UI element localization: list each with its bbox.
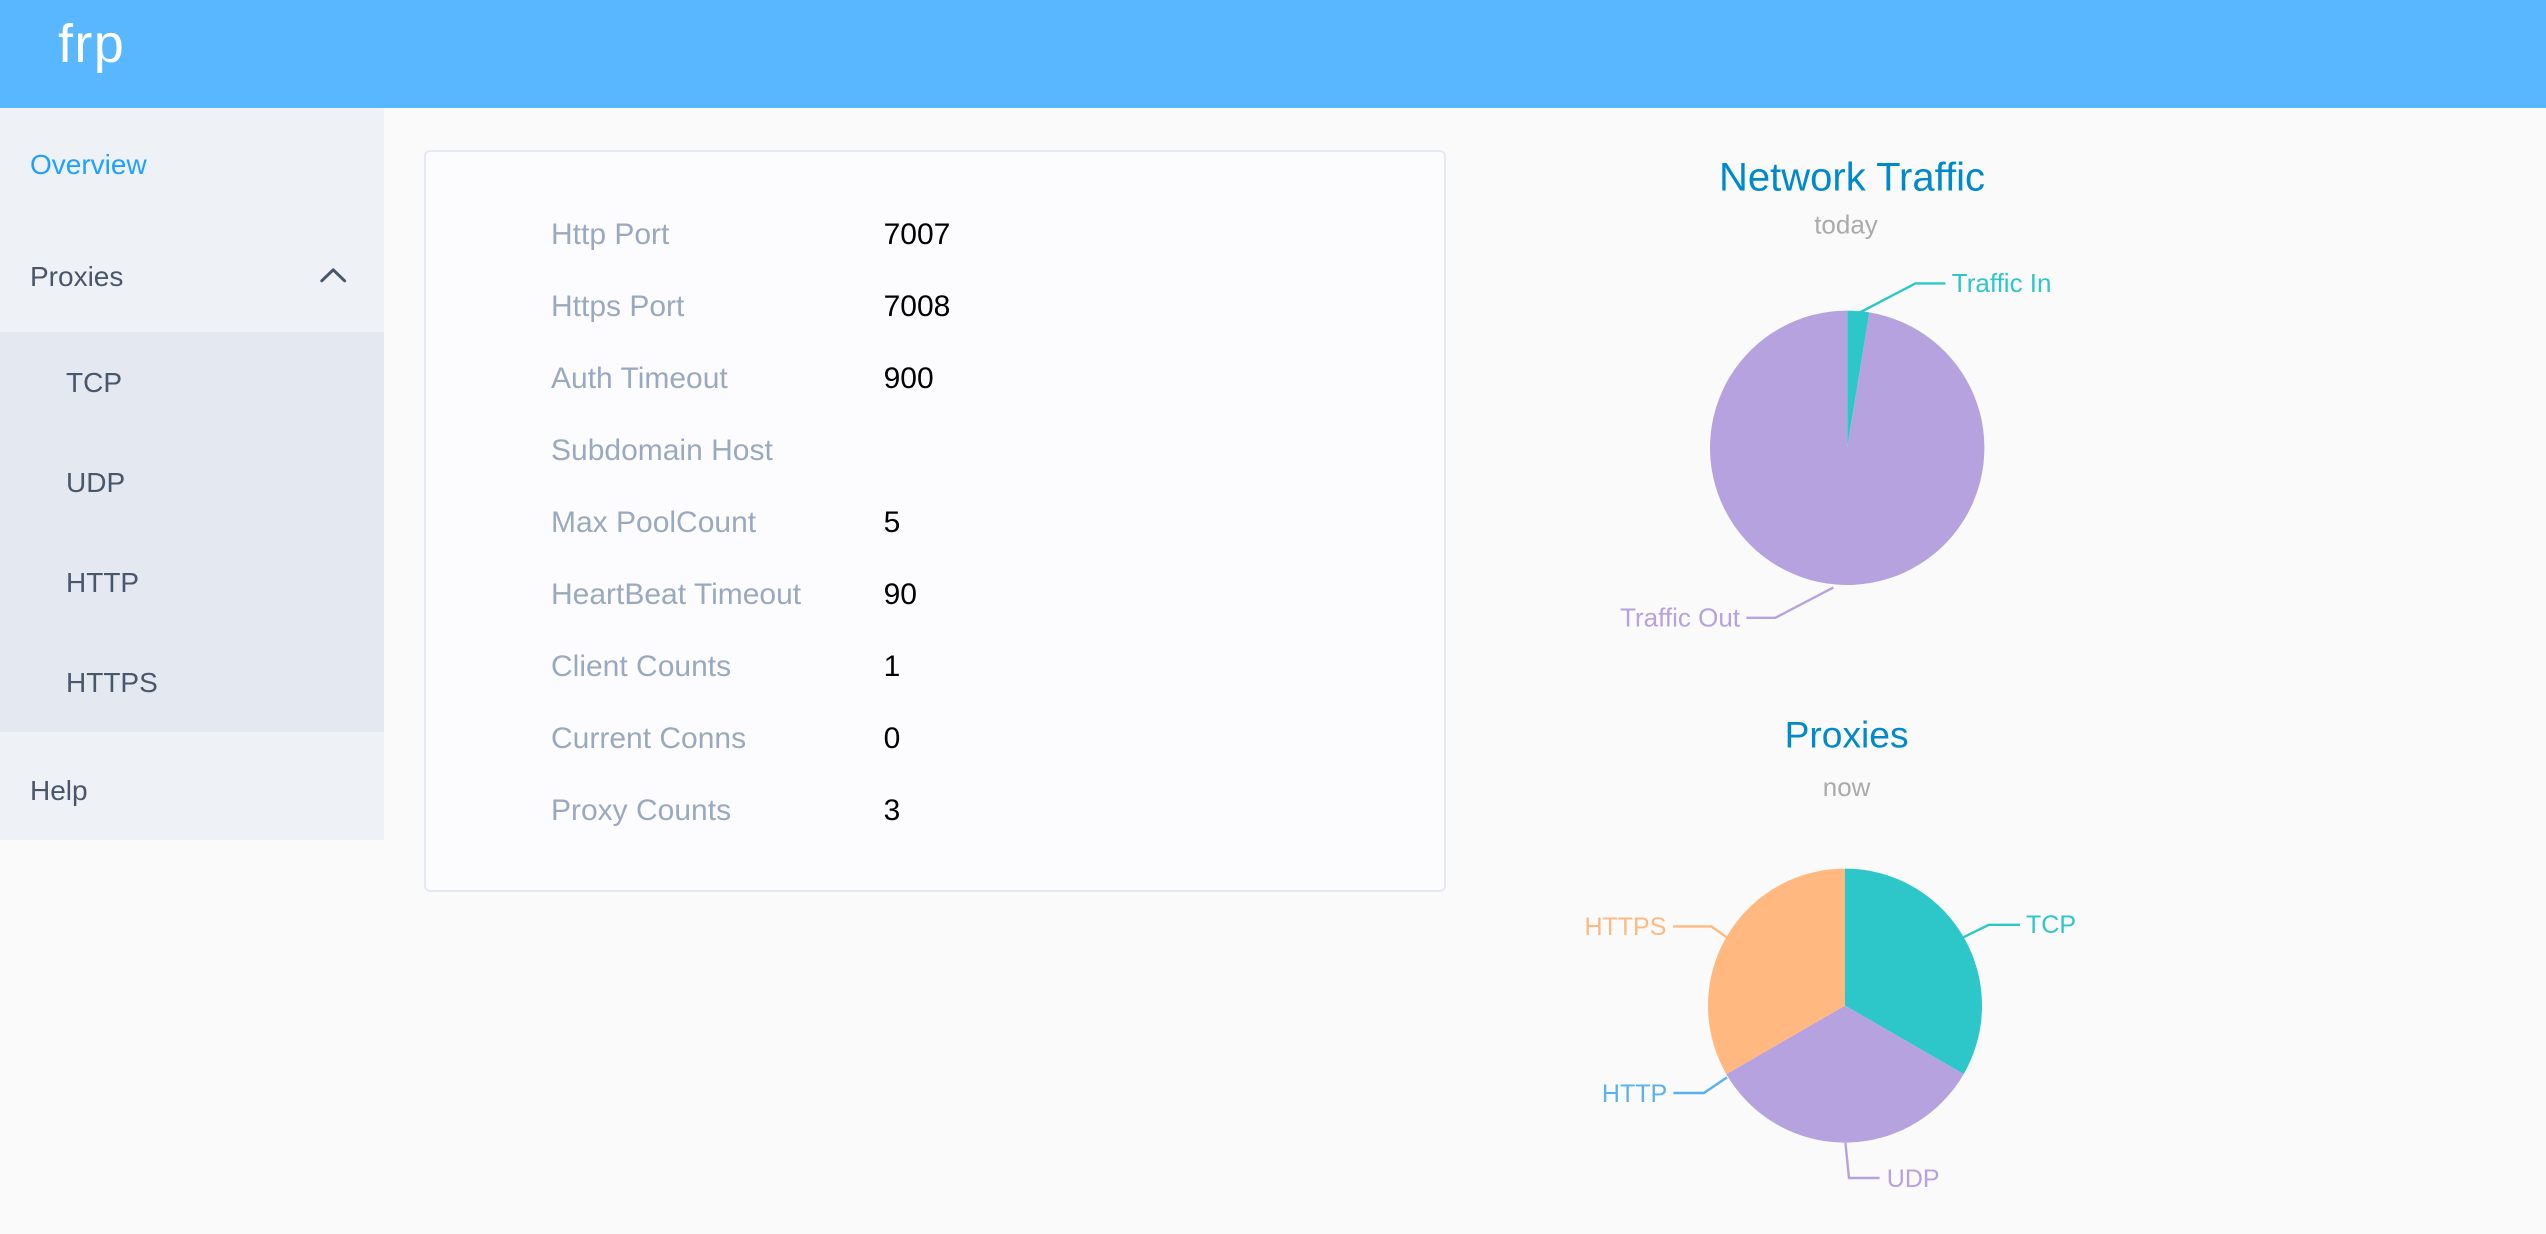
- svg-text:Proxies: Proxies: [1785, 713, 1909, 755]
- svg-text:Traffic Out: Traffic Out: [1620, 602, 1741, 632]
- svg-text:today: today: [1814, 210, 1878, 240]
- svg-text:Traffic In: Traffic In: [1952, 268, 2052, 298]
- svg-text:now: now: [1823, 772, 1871, 802]
- svg-text:HTTP: HTTP: [1602, 1080, 1667, 1108]
- svg-text:Network Traffic: Network Traffic: [1719, 156, 1985, 200]
- svg-text:UDP: UDP: [1887, 1165, 1940, 1193]
- svg-text:HTTPS: HTTPS: [1584, 913, 1666, 941]
- svg-text:TCP: TCP: [2026, 911, 2076, 939]
